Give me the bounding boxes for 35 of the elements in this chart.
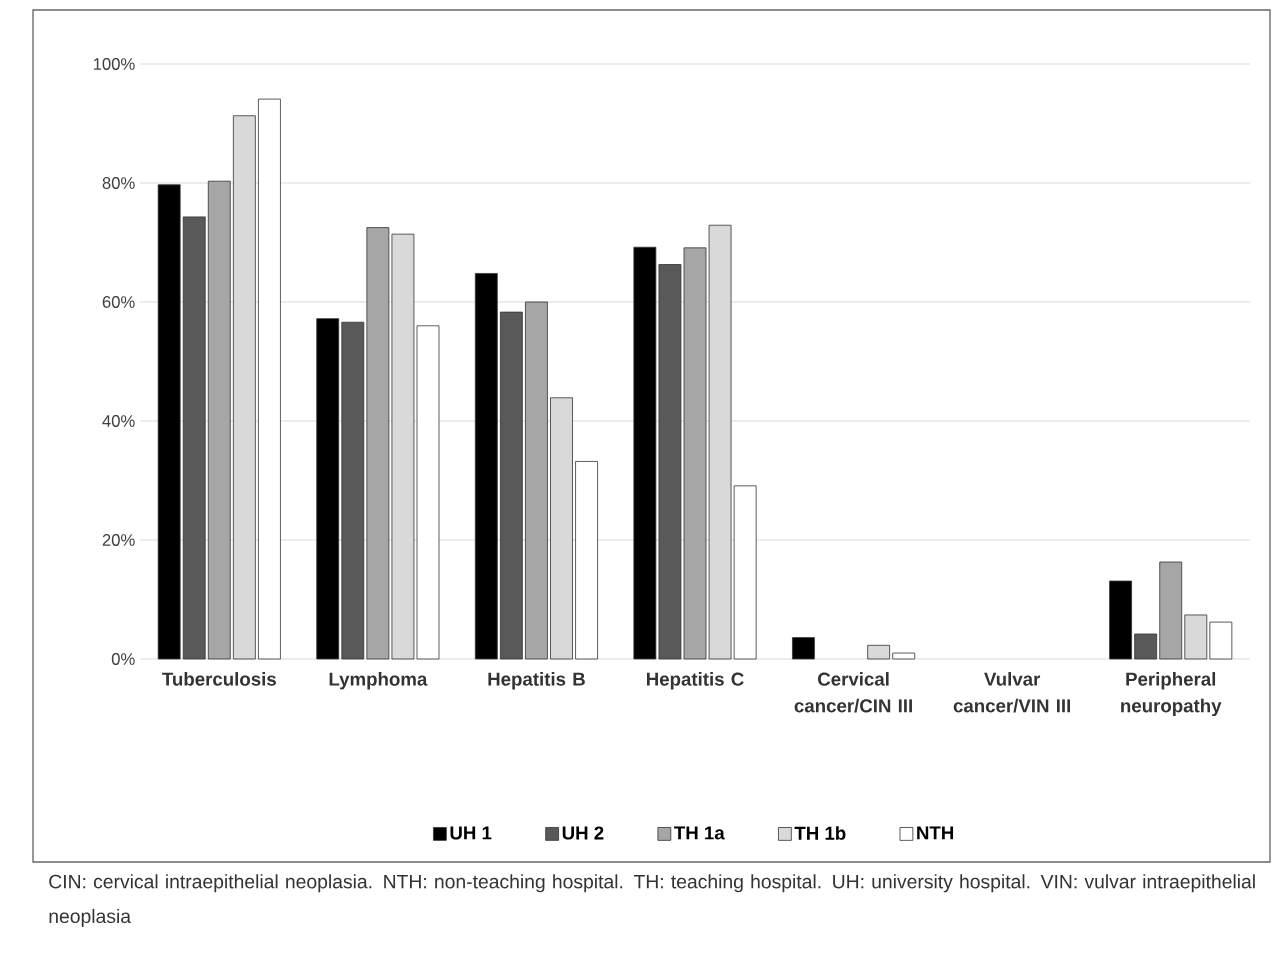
x-tick-label: Hepatitis C [647,672,744,690]
bar [1209,621,1233,660]
bar [792,637,815,660]
bar [892,652,916,660]
x-tick-label: Lymphoma [329,672,428,690]
bar [258,98,281,660]
bar [207,180,231,660]
bar [1109,580,1132,660]
x-tick-label: Tuberculosis [162,672,276,686]
bar [1159,561,1183,660]
y-tick-label: 100% [93,58,135,70]
legend-label: TH 1b [794,826,846,840]
y-tick-label: 60% [102,296,135,308]
legend-label: UH 2 [562,826,604,840]
bar [474,273,498,660]
bar [157,184,181,660]
x-tick-label: Vulvar cancer/VIN III [953,672,1071,713]
y-tick-label: 80% [102,177,135,189]
bar [341,321,365,660]
x-tick-label: Cervical cancer/CIN III [794,672,912,713]
text: CIN: cervical intraepithelial neoplasia. NTH: non-teaching hospital. TH: teaching hospital. UH: university hospital. VIN: vulvar intraepithelial neoplasia [49,874,1255,927]
x-tick-label: Hepatitis B [488,672,585,690]
legend-label: UH 1 [450,826,492,840]
bar [499,311,523,660]
x-tick-label: Peripheral neuropathy [1121,672,1222,717]
bar [316,318,340,660]
y-tick-label: 40% [102,415,135,427]
bar [182,216,206,660]
y-tick-label: 0% [111,653,135,665]
legend-label: TH 1a [674,826,725,840]
y-tick-label: 20% [102,534,135,546]
bar [1134,633,1158,660]
bar [575,461,598,660]
bar [525,301,548,660]
legend-label: NTH [917,826,954,840]
